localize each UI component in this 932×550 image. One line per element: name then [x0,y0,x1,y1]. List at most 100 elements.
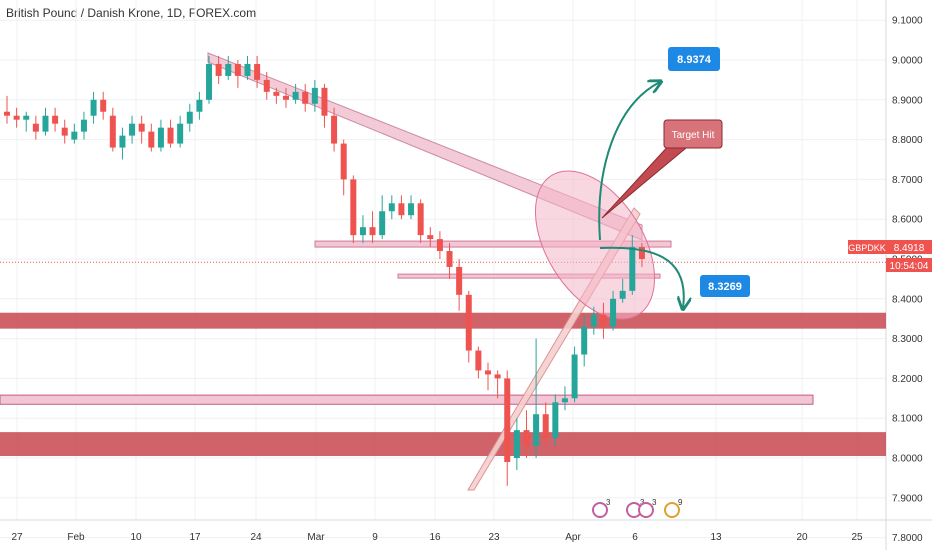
target-hit-pointer [601,141,687,219]
x-tick-label: Feb [67,532,85,543]
countdown-label: 10:54:04 [890,261,929,272]
target-up-callout [668,47,720,71]
x-tick-label: 24 [250,532,262,543]
candle-body [90,99,97,116]
candle-body [398,203,405,216]
x-tick-label: 16 [429,532,441,543]
candle-body [186,111,193,124]
candle-body [427,235,434,240]
y-tick-label: 8.6000 [892,215,923,226]
x-tick-label: 17 [189,532,201,543]
candle-body [42,115,49,132]
target-down-callout [700,275,750,297]
candle-body [581,326,588,355]
candle-body [619,290,626,299]
projection-arrow-down [599,246,684,308]
candle-body [311,87,318,104]
candle-body [282,95,289,100]
x-tick-label: Apr [565,532,581,543]
candle-body [129,123,136,136]
projection-arrow-up [598,82,660,241]
event-badge-icon [664,502,680,518]
event-badge-count: 9 [678,498,683,507]
candle-body [52,115,59,124]
candle-body [61,127,68,136]
x-tick-label: 27 [11,532,23,543]
candle-body [215,63,222,76]
horizontal-band-lower [397,273,661,279]
chart-title: British Pound / Danish Krone, 1D, FOREX.… [6,6,257,20]
candle-body [475,350,482,371]
x-tick-label: 10 [130,532,142,543]
x-tick-label: 25 [851,532,863,543]
y-tick-label: 8.2000 [892,374,923,385]
candle-body [292,91,299,100]
y-tick-label: 9.1000 [892,16,923,27]
event-badge-icon [638,502,654,518]
countdown-tag [886,258,932,272]
candle-body [167,127,174,144]
target-down-label: 8.3269 [708,281,742,293]
support-zone-lower [0,432,886,457]
y-tick-label: 8.3000 [892,334,923,345]
candle-body [109,115,116,148]
support-band [0,394,814,405]
candle-body [302,91,309,104]
x-tick-label: 20 [796,532,808,543]
candle-body [244,63,251,76]
candle-body [504,378,511,462]
candle-body [561,398,568,403]
candle-body [32,123,39,132]
candle-body [100,99,107,112]
y-tick-label: 8.7000 [892,175,923,186]
event-badge-count: 3 [606,498,611,507]
candle-body [4,111,10,116]
candle-body [590,314,597,327]
candle-body [638,247,645,259]
last-price-label: 8.4918 [894,243,925,254]
y-tick-label: 7.9000 [892,493,923,504]
candle-body [417,203,424,236]
y-tick-label: 8.8000 [892,135,923,146]
candle-body [379,211,386,236]
resistance-zone-upper [0,312,886,329]
candle-body [388,203,395,212]
event-badge-icon [592,502,608,518]
candle-body [80,119,87,132]
candle-body [331,115,338,144]
candle-body [494,374,501,379]
y-tick-label: 8.1000 [892,414,923,425]
y-tick-label: 8.9000 [892,95,923,106]
x-tick-label: 9 [372,532,378,543]
target-hit-label: Target Hit [672,130,715,141]
candle-body [157,127,164,148]
candle-body [196,99,203,112]
candle-body [119,135,126,148]
candle-body [436,239,443,252]
candle-body [206,63,213,100]
candle-body [340,143,347,180]
symbol-tag-label: GBPDKK [848,243,886,253]
candle-body [600,314,607,327]
candle-body [177,123,184,144]
last-price-tag [886,240,932,254]
target-up-label: 8.9374 [677,54,712,66]
x-tick-label: 13 [710,532,722,543]
candle-body [456,266,463,295]
candle-body [523,430,530,447]
candle-body [225,63,232,76]
candle-body [533,414,540,447]
candle-body [148,131,155,148]
candle-body [485,370,491,375]
candle-body [465,294,472,351]
candle-body [446,251,453,267]
event-badge-count: 3 [640,498,645,507]
highlight-ellipse [534,170,656,320]
candle-body [273,91,280,96]
symbol-tag [848,240,886,254]
candle-body [263,79,270,92]
candle-body [571,354,578,399]
candle-body [71,131,78,140]
candle-body [629,247,636,291]
